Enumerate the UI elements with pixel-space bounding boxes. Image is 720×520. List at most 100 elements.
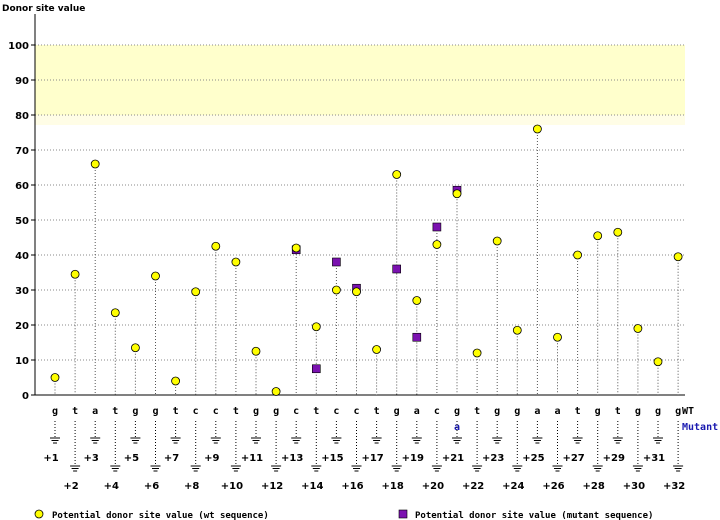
- wt-base: t: [474, 406, 480, 417]
- sequence-annotation: g +1 t +2 a +3 t +4 g +5 g +6 t +7 c +8 c +9 t +10 g +11 g +12 c…: [43, 406, 718, 492]
- wt-point: [653, 357, 663, 367]
- wt-point: [573, 250, 582, 260]
- y-tick-label: 20: [15, 321, 29, 332]
- wt-point: [151, 271, 160, 281]
- wt-base: g: [152, 406, 158, 417]
- wt-base: g: [494, 406, 500, 417]
- mutant-point: [332, 257, 341, 267]
- mutant-point: [412, 332, 422, 342]
- wt-base: t: [575, 406, 581, 417]
- wt-point: [593, 231, 603, 241]
- wt-point: [291, 243, 301, 253]
- legend-wt-marker: [34, 509, 44, 519]
- wt-base: t: [173, 406, 179, 417]
- y-tick-label: 0: [22, 391, 29, 402]
- y-axis-title: Donor site value: [2, 4, 85, 14]
- wt-point: [171, 376, 181, 386]
- position-label: +22: [462, 481, 484, 492]
- y-tick-label: 10: [15, 356, 29, 367]
- mutant-point: [311, 364, 321, 374]
- position-label: +31: [643, 453, 665, 464]
- wt-point: [271, 387, 281, 396]
- position-label: +32: [663, 481, 685, 492]
- wt-base: t: [72, 406, 78, 417]
- position-label: +23: [482, 453, 504, 464]
- position-label: +16: [341, 481, 363, 492]
- position-label: +27: [562, 453, 584, 464]
- wt-point: [191, 287, 201, 297]
- y-tick-label: 80: [15, 111, 29, 122]
- wt-point: [633, 324, 643, 333]
- wt-point: [673, 252, 683, 262]
- position-label: +14: [301, 481, 323, 492]
- wt-point: [251, 346, 261, 356]
- wt-point: [472, 348, 482, 358]
- wt-point: [372, 345, 382, 354]
- wt-base: a: [92, 406, 98, 417]
- y-tick-label: 30: [15, 286, 29, 297]
- wt-base: g: [132, 406, 138, 417]
- position-label: +1: [43, 453, 58, 464]
- wt-point: [90, 159, 100, 169]
- wt-base: g: [52, 406, 58, 417]
- position-label: +6: [144, 481, 159, 492]
- position-label: +15: [321, 453, 343, 464]
- wt-point: [110, 308, 120, 318]
- wt-point: [492, 236, 502, 246]
- wt-point: [352, 287, 361, 297]
- wt-point: [130, 343, 140, 353]
- legend-wt-label: Potential donor site value (wt sequence): [52, 510, 269, 520]
- wt-point: [231, 257, 241, 267]
- position-label: +25: [522, 453, 544, 464]
- position-label: +21: [442, 453, 464, 464]
- y-tick-label: 60: [15, 181, 29, 192]
- wt-point: [70, 269, 80, 279]
- wt-base: g: [675, 406, 681, 417]
- position-label: +29: [603, 453, 625, 464]
- wt-point: [331, 285, 341, 295]
- wt-base: a: [534, 406, 540, 417]
- position-label: +2: [63, 481, 78, 492]
- wt-base: g: [253, 406, 259, 417]
- wt-point: [452, 189, 462, 199]
- wt-point: [412, 296, 422, 305]
- legend-mutant-marker: [398, 509, 408, 519]
- wt-base: a: [554, 406, 560, 417]
- wt-base: t: [233, 406, 239, 417]
- position-label: +28: [583, 481, 605, 492]
- position-label: +12: [261, 481, 283, 492]
- wt-base: t: [374, 406, 380, 417]
- position-label: +20: [422, 481, 444, 492]
- legend: Potential donor site value (wt sequence)…: [34, 509, 653, 520]
- wt-base: g: [394, 406, 400, 417]
- wt-base: c: [333, 406, 339, 417]
- wt-base: g: [454, 406, 460, 417]
- wt-base: c: [193, 406, 199, 417]
- position-label: +11: [241, 453, 263, 464]
- wt-base: c: [213, 406, 219, 417]
- wt-base: t: [313, 406, 319, 417]
- wt-base: g: [655, 406, 661, 417]
- wt-base: g: [635, 406, 641, 417]
- mutant-row-label: Mutant: [682, 422, 718, 433]
- position-label: +19: [402, 453, 424, 464]
- position-label: +17: [361, 453, 383, 464]
- wt-base: c: [293, 406, 299, 417]
- wt-point: [392, 170, 402, 179]
- position-label: +18: [382, 481, 404, 492]
- wt-base: g: [595, 406, 601, 417]
- position-label: +24: [502, 481, 524, 492]
- position-label: +26: [542, 481, 564, 492]
- wt-base: a: [414, 406, 420, 417]
- position-label: +7: [164, 453, 179, 464]
- y-tick-label: 50: [15, 216, 29, 227]
- position-label: +10: [221, 481, 243, 492]
- position-label: +3: [84, 453, 99, 464]
- wt-point: [512, 325, 522, 335]
- position-label: +4: [104, 481, 119, 492]
- highlight-band-fade: [35, 115, 685, 125]
- wt-point: [211, 241, 221, 251]
- position-label: +13: [281, 453, 303, 464]
- legend-mutant-label: Potential donor site value (mutant seque…: [415, 510, 653, 520]
